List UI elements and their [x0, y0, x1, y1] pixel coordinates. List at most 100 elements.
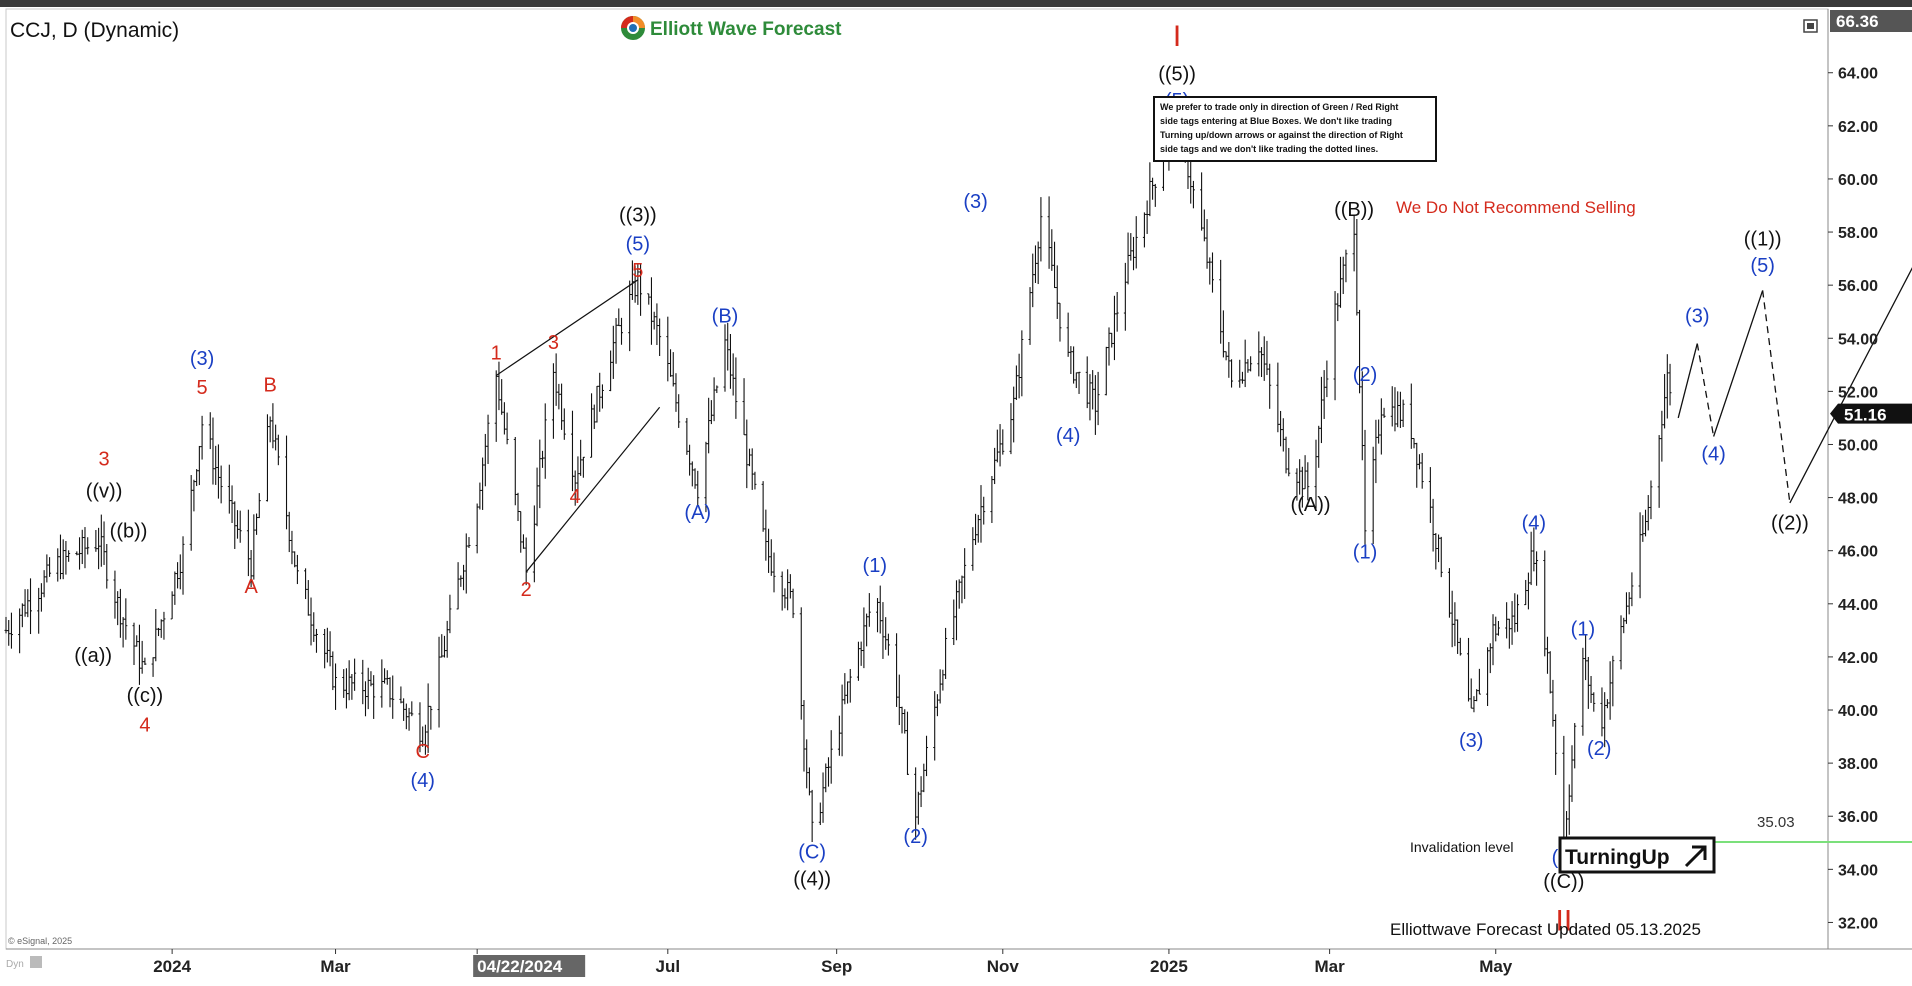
y-tick-label: 50.00: [1838, 437, 1878, 454]
y-tick-label: 32.00: [1838, 915, 1878, 932]
wave-label: (1): [1571, 619, 1595, 641]
top-price-label: 66.36: [1836, 12, 1879, 31]
x-axis: 2024 Mar 04/22/2024 Jul Sep Nov 2025 Mar May: [153, 949, 1513, 977]
top-price-tag: 66.36: [1830, 10, 1912, 32]
wave-label: ((v)): [86, 481, 123, 503]
y-tick-label: 54.00: [1838, 331, 1878, 348]
x-tick-label: Mar: [320, 957, 351, 976]
wave-label: 3: [548, 332, 559, 354]
dyn-toggle-icon[interactable]: [30, 956, 42, 968]
x-tick-label: Mar: [1314, 957, 1345, 976]
arrow-up-right-icon: [1684, 845, 1707, 868]
x-tick-label: Jul: [656, 957, 681, 976]
wave-label: 5: [632, 260, 643, 282]
wave-label: (1): [1353, 542, 1377, 564]
wave-label: B: [264, 374, 277, 396]
y-tick-label: 58.00: [1838, 225, 1878, 242]
trendlines: [495, 279, 661, 573]
wave-label: C: [415, 741, 429, 763]
wave-label: (4): [1701, 443, 1725, 465]
turning-up-badge: TurningUp: [1558, 836, 1716, 874]
y-tick-label: 46.00: [1838, 544, 1878, 561]
wave-label: 1: [491, 343, 502, 365]
brand-logo: Elliott Wave Forecast: [621, 16, 842, 40]
y-tick-label: 62.00: [1838, 119, 1878, 136]
trendline: [495, 279, 639, 376]
wave-label: ((3)): [619, 204, 657, 226]
y-tick-label: 56.00: [1838, 278, 1878, 295]
wave-label: ((B)): [1334, 199, 1374, 221]
y-tick-label: 36.00: [1838, 809, 1878, 826]
info-line: We prefer to trade only in direction of …: [1160, 102, 1398, 112]
invalidation-label: Invalidation level: [1410, 839, 1514, 855]
y-tick-label: 48.00: [1838, 491, 1878, 508]
y-tick-label: 34.00: [1838, 862, 1878, 879]
top-border: [0, 0, 1912, 7]
wave-label: (A): [684, 502, 711, 524]
wave-label: (2): [1353, 364, 1377, 386]
wave-label: (5): [626, 234, 650, 256]
x-tick-label: 2024: [153, 957, 191, 976]
info-box: We prefer to trade only in direction of …: [1153, 96, 1437, 162]
wave-label: (B): [712, 305, 739, 327]
wave-label: ((5)): [1158, 64, 1196, 86]
globe-icon: [621, 16, 645, 40]
y-tick-label: 52.00: [1838, 384, 1878, 401]
wave-label: ((4)): [793, 868, 831, 890]
info-line: side tags and we don't like trading the …: [1160, 144, 1378, 154]
wave-label: (3): [190, 348, 214, 370]
y-tick-label: 42.00: [1838, 650, 1878, 667]
brand-name: Elliott Wave Forecast: [650, 19, 842, 40]
wave-label: (3): [1685, 305, 1709, 327]
y-tick-label: 44.00: [1838, 597, 1878, 614]
x-tick-label: May: [1479, 957, 1513, 976]
wave-label: (2): [1587, 738, 1611, 760]
projection-solid: [1677, 343, 1698, 419]
wave-label: ((A)): [1291, 494, 1331, 516]
trendline: [525, 406, 661, 573]
ohlc-bars: [4, 106, 1672, 850]
y-tick-label: 60.00: [1838, 172, 1878, 189]
recommendation-text: We Do Not Recommend Selling: [1396, 198, 1636, 217]
y-tick-label: 38.00: [1838, 756, 1878, 773]
wave-label: (3): [1459, 730, 1483, 752]
wave-label: 4: [570, 486, 581, 508]
x-label-highlight: [473, 955, 586, 977]
x-tick-label: Sep: [821, 957, 852, 976]
badge-label: TurningUp: [1565, 846, 1670, 869]
updated-text: Elliottwave Forecast Updated 05.13.2025: [1390, 920, 1701, 939]
invalidation-value: 35.03: [1757, 814, 1795, 831]
last-price-label: 51.16: [1844, 406, 1887, 425]
wave-label: II: [1555, 904, 1572, 937]
wave-label: 4: [139, 714, 150, 736]
dyn-label: Dyn: [6, 959, 24, 970]
wave-label: 5: [197, 377, 208, 399]
wave-label: ((b)): [110, 520, 148, 542]
wave-label: ((1)): [1744, 228, 1782, 250]
info-line: Turning up/down arrows or against the di…: [1160, 130, 1403, 140]
projection-dashed: [1696, 343, 1715, 437]
y-tick-label: 40.00: [1838, 703, 1878, 720]
wave-label: (4): [1056, 425, 1080, 447]
projection-solid: [1712, 290, 1764, 437]
wave-label: (3): [963, 191, 987, 213]
wave-label: (4): [410, 770, 434, 792]
copyright: © eSignal, 2025: [8, 936, 72, 946]
y-axis: 32.00 34.00 36.00 38.00 40.00 42.00 44.00 46.00…: [1828, 66, 1878, 932]
wave-label: A: [244, 576, 258, 598]
symbol-title: CCJ, D (Dynamic): [10, 19, 179, 42]
wave-label: (4): [1522, 512, 1546, 534]
wave-label: I: [1173, 20, 1181, 53]
window-restore-icon[interactable]: [1803, 19, 1818, 33]
x-tick-label: Nov: [987, 957, 1020, 976]
y-tick-label: 64.00: [1838, 66, 1878, 83]
x-tick-label: 2025: [1150, 957, 1188, 976]
wave-label: (5): [1750, 255, 1774, 277]
wave-label: ((2)): [1771, 512, 1809, 534]
wave-label: (C): [798, 842, 826, 864]
projection-solid: [1789, 267, 1912, 504]
wave-label: 3: [98, 449, 109, 471]
wave-label: ((a)): [74, 645, 112, 667]
